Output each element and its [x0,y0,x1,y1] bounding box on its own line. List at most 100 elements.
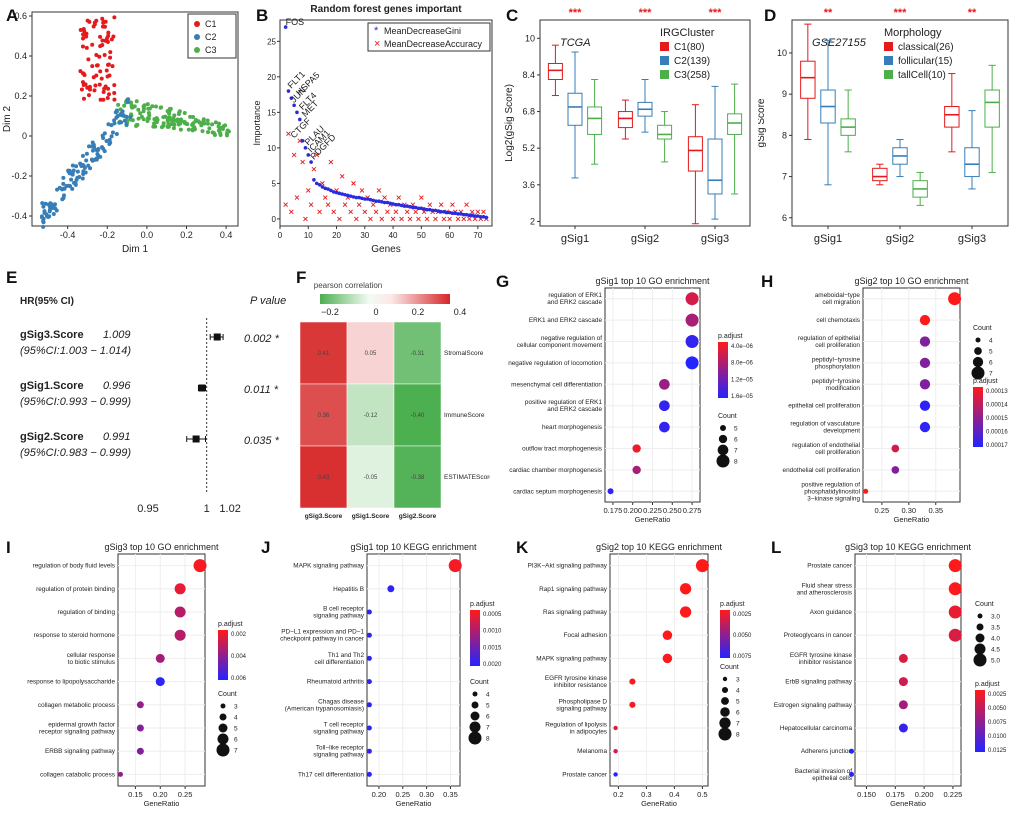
count-legend-dot [470,711,480,721]
term-label: Prostate cancer [562,771,608,778]
chart-title: gSig3 top 10 GO enrichment [104,542,219,552]
point-accuracy [354,216,359,222]
point-c2 [46,202,51,207]
point-c2 [101,136,106,141]
term-label: Hepatitis B [333,586,364,593]
x-tick-label: 50 [417,231,426,240]
count-legend-dot [218,723,228,733]
term-label: MAPK signaling pathway [293,563,364,570]
panel-h: H gSig2 top 10 GO enrichment 0.25 0.30 0.35… [755,268,1020,530]
point-c3 [165,124,170,129]
enrichment-dot [366,771,372,777]
y-tick-label: 0.2 [14,91,27,101]
hr-marker [213,333,221,341]
term-label: regulation of body fluid levels [33,563,115,570]
cell-value: -0.12 [364,413,378,419]
point-c2 [74,164,79,169]
enrichment-dot [174,606,186,618]
point-c2 [120,109,125,114]
point-c1 [105,36,110,41]
point-c3 [188,114,193,119]
x-tick-label: 0.20 [372,790,387,799]
point-c1 [80,44,85,49]
point-c3 [213,120,218,125]
count-tick-label: 4 [234,715,238,722]
point-gini [283,25,288,29]
point-gini [331,190,336,194]
term-label: Phospholipase D [559,698,608,705]
dataset-title: GSE27155 [812,37,867,49]
term-label: checkpoint pathway in cancer [280,636,365,643]
confidence-interval: (95%CI:0.983 − 0.999) [20,447,131,459]
x-axis-label: Genes [371,244,400,255]
panel-f: F pearson correlation −0.2 0 0.2 0.4 0.41 0.05… [290,268,493,530]
point-c2 [78,161,83,166]
enrichment-dot [155,677,165,687]
point-c1 [106,30,111,35]
point-gini [478,214,483,219]
point-c3 [136,116,141,121]
term-label: EGFR tyrosine kinase [545,675,608,682]
padj-tick-label: 0.0075 [988,720,1007,726]
term-label: positive regulation of ERK1 [525,399,603,406]
point-accuracy [427,202,433,208]
point-gini [295,110,299,115]
plot-frame [854,553,962,787]
point-c2 [41,224,46,229]
point-c1 [93,83,98,88]
point-c2 [112,121,117,126]
point-c2 [126,97,131,102]
y-tick-label: 5 [272,179,277,188]
dotplot-l: gSig3 top 10 KEGG enrichment 0.150 0.175 0.… [774,542,1007,808]
count-tick-label: 5 [234,726,238,733]
enrichment-dot [659,378,670,390]
point-accuracy [385,209,390,215]
term-label: outflow tract morphogenesis [522,446,602,453]
point-c1 [102,86,107,91]
point-c1 [84,45,89,50]
x-axis-label: Dim 1 [122,244,149,255]
point-c2 [81,169,86,174]
legend-title: p.adjust [718,333,743,340]
x-tick-label: 30 [360,231,369,240]
heatmap-cell [299,445,348,509]
term-label: positive regulation of [801,481,860,488]
panel-label: D [764,6,777,25]
point-gini [337,191,342,196]
x-axis-label: GeneRatio [144,799,180,808]
legend-title: Count [470,679,489,686]
point-gini [402,204,407,208]
term-label: to biotic stimulus [68,659,115,666]
point-c3 [161,115,166,120]
point-gini [360,196,364,201]
point-gini [416,206,421,211]
point-c2 [51,211,56,216]
point-accuracy [407,216,413,222]
term-label: Ras signaling pathway [543,609,608,616]
x-tick-label: 0.150 [857,790,876,799]
y-axis-label: gSig Score [758,98,767,147]
point-c2 [106,122,111,127]
x-tick-label: gSig3 [701,233,729,245]
padj-tick-label: 0.0015 [483,645,502,651]
y-tick-label: 2 [530,216,535,226]
point-gini [473,214,477,218]
point-gini [461,212,466,217]
x-tick-label: 0.175 [886,790,905,799]
point-c1 [94,18,99,23]
enrichment-dot [613,749,618,754]
legend-box [367,22,491,52]
dotplot-h: gSig2 top 10 GO enrichment 0.25 0.30 0.35Ge… [783,276,1009,524]
x-tick-label: 0.20 [153,790,168,799]
x-axis-label: GeneRatio [890,799,926,808]
point-gini [309,160,313,164]
point-c1 [101,97,106,102]
point-c2 [69,177,74,182]
legend-symbol: × [374,38,380,50]
term-label: Th1 and Th2 [328,652,365,659]
term-label: heart morphogenesis [542,424,602,431]
enrichment-dot [919,421,931,433]
point-c3 [172,113,177,118]
legend-swatch [884,56,893,65]
point-gini [447,210,452,215]
